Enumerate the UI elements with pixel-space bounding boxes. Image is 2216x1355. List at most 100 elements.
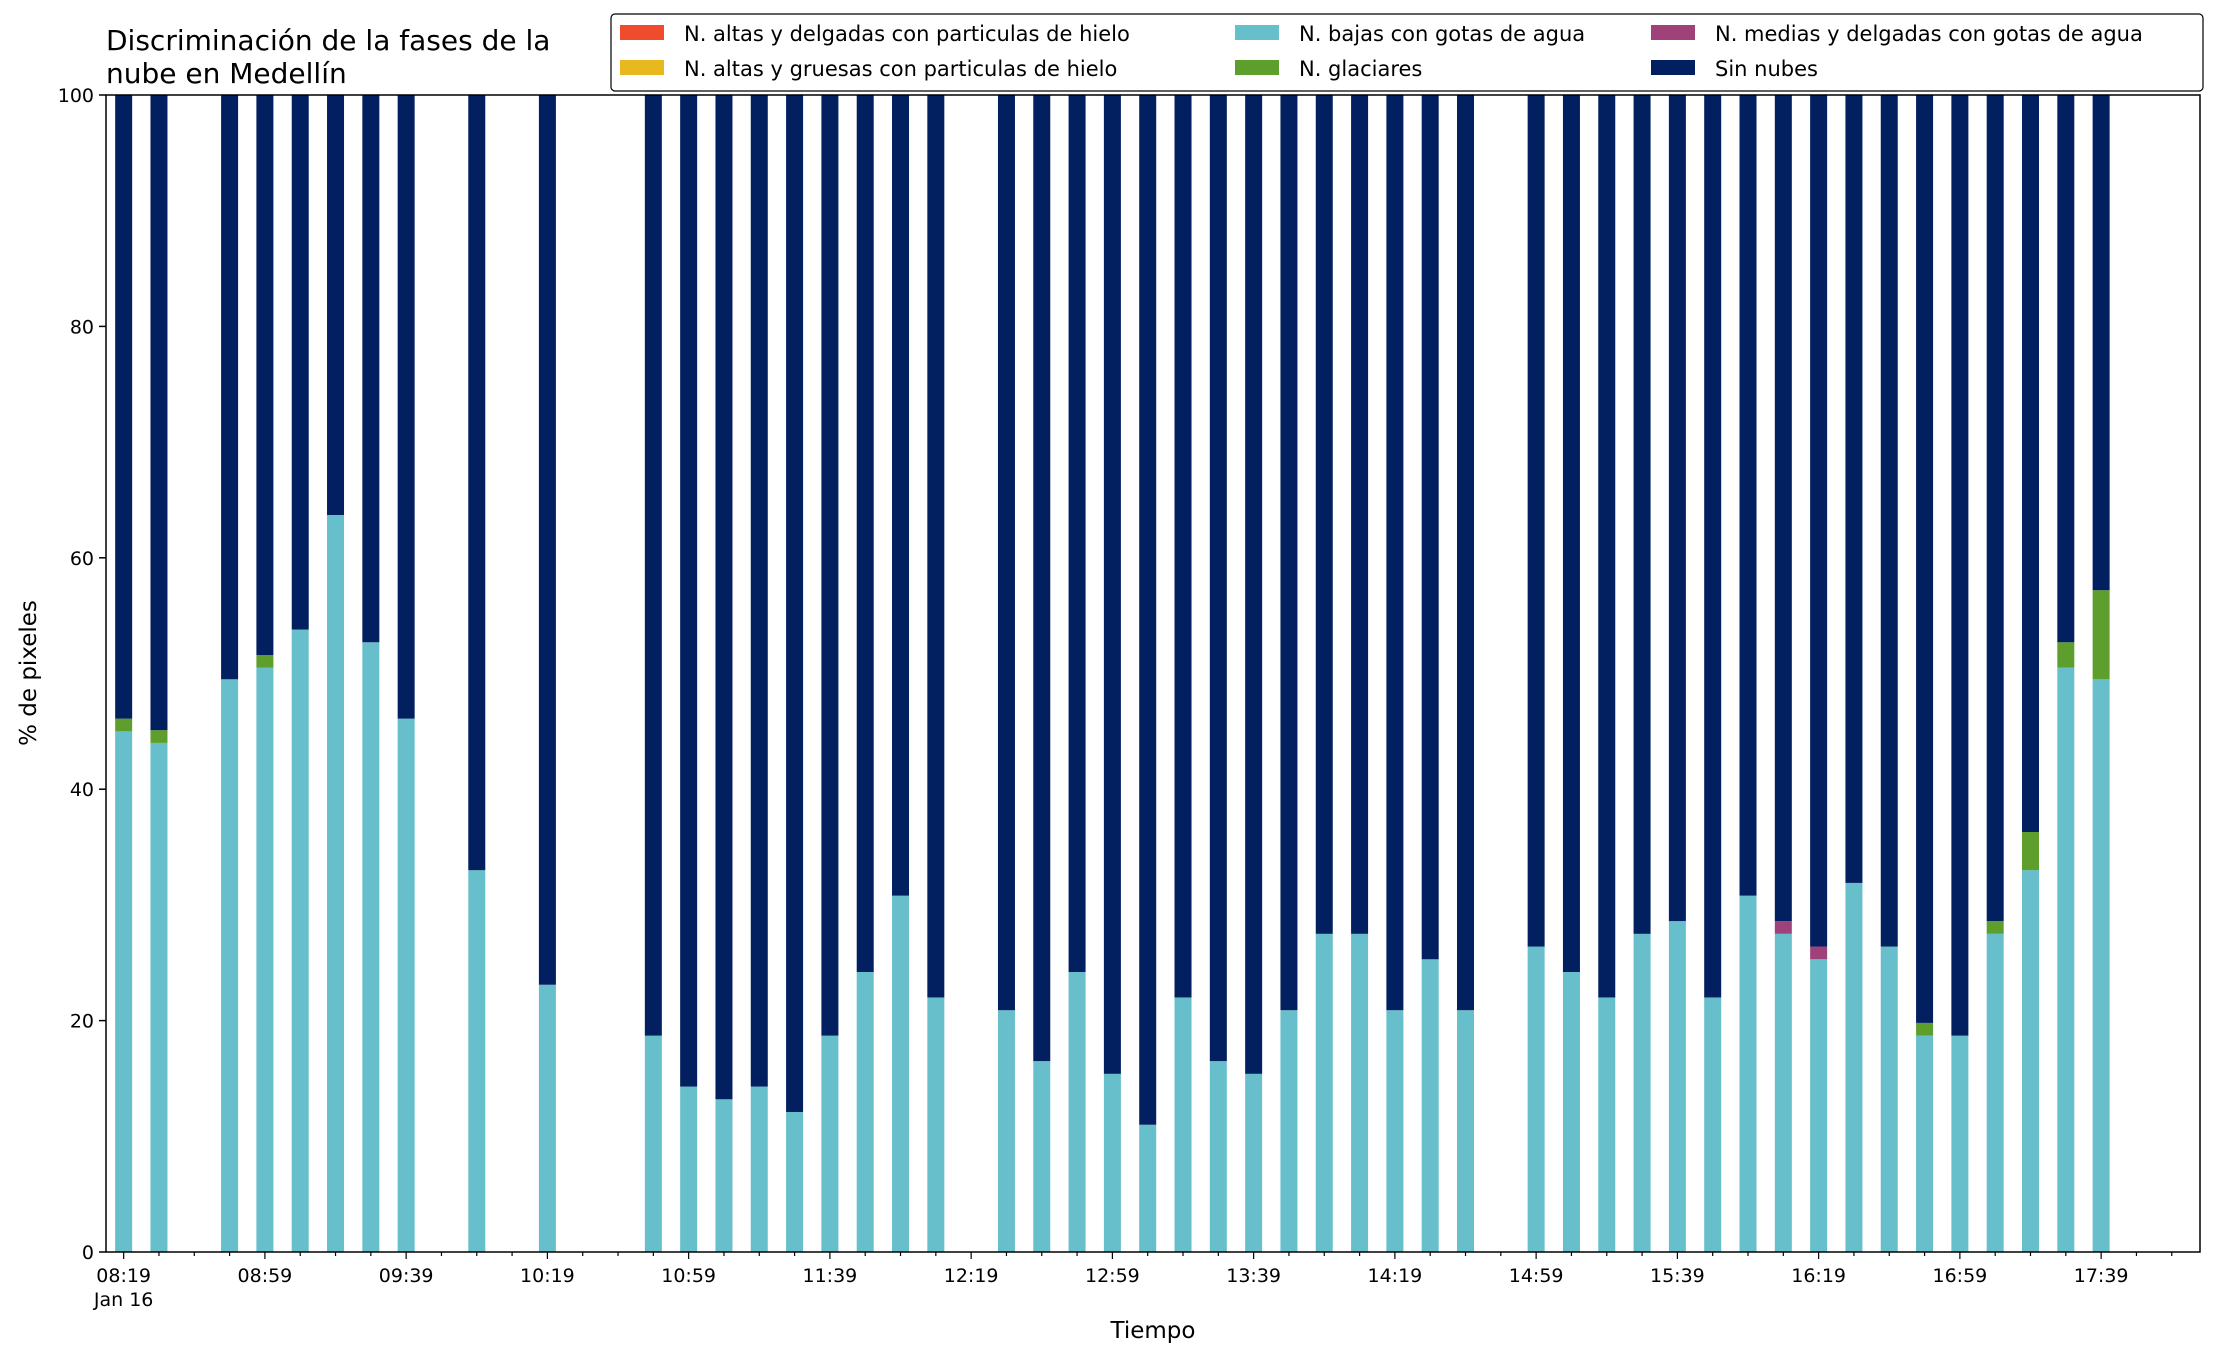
bar-segment-bajas [1315, 933, 1333, 1252]
legend-swatch [620, 60, 664, 75]
chart-title-line-2: nube en Medellín [106, 57, 347, 90]
bar-segment-sin-nubes [2022, 95, 2039, 833]
bar-segment-bajas [1103, 1073, 1121, 1252]
bar-segment-bajas [1033, 1061, 1051, 1252]
x-tick-label: 15:39 [1650, 1265, 1705, 1287]
bar-segment-glaciares [2022, 832, 2039, 871]
bar-segment-bajas [291, 629, 309, 1252]
bar-segment-sin-nubes [644, 95, 662, 1036]
x-axis-label: Tiempo [1110, 1318, 1196, 1344]
bar-segment-sin-nubes [927, 95, 945, 998]
bar-segment-sin-nubes [821, 95, 839, 1036]
x-tick-label: 13:39 [1226, 1265, 1281, 1287]
bar-segment-sin-nubes [468, 95, 486, 871]
bar-segment-sin-nubes [1951, 95, 1969, 1036]
legend-swatch [1235, 25, 1279, 40]
bar-segment-bajas [1986, 933, 2004, 1252]
bar-segment-bajas [1845, 882, 1863, 1252]
bar-segment-sin-nubes [1209, 95, 1227, 1062]
x-tick-label: 12:59 [1085, 1265, 1140, 1287]
legend-swatch [1235, 60, 1279, 75]
bar-segment-bajas [786, 1112, 804, 1252]
bar-segment-bajas [1951, 1035, 1969, 1252]
bar-segment-sin-nubes [1280, 95, 1298, 1011]
bar-segment-bajas [1562, 972, 1580, 1252]
y-axis: 0 20 40 60 80 100 [58, 85, 106, 1264]
bar-segment-bajas [1704, 997, 1722, 1252]
legend-label: Sin nubes [1715, 57, 1818, 81]
bar-segment-sin-nubes [327, 95, 345, 515]
bar-segment-glaciares [256, 654, 274, 668]
bar-segment-sin-nubes [1245, 95, 1263, 1074]
bar-segment-sin-nubes [150, 95, 168, 731]
bar-segment-sin-nubes [1916, 95, 1934, 1023]
bar-segment-bajas [997, 1010, 1015, 1252]
bar-segment-sin-nubes [1668, 95, 1686, 922]
bar-segment-glaciares [1986, 921, 2004, 934]
bar-segment-bajas [927, 997, 945, 1252]
bar-segment-bajas [1810, 959, 1828, 1252]
bar-segment-bajas [1633, 933, 1651, 1252]
bar-segment-bajas [715, 1099, 733, 1252]
bar-segment-sin-nubes [1351, 95, 1369, 934]
bar-segment-sin-nubes [1562, 95, 1580, 973]
y-tick-label: 40 [70, 779, 94, 801]
x-tick-label: 10:19 [520, 1265, 575, 1287]
bar-segment-sin-nubes [291, 95, 309, 630]
legend-label: N. medias y delgadas con gotas de agua [1715, 22, 2143, 46]
bar-segment-bajas [892, 895, 910, 1252]
bar-segment-bajas [1245, 1073, 1263, 1252]
bar-segment-sin-nubes [2092, 95, 2110, 591]
bar-segment-sin-nubes [1457, 95, 1475, 1011]
bar-segment-bajas [821, 1035, 839, 1252]
bar-segment-sin-nubes [997, 95, 1015, 1011]
x-tick-label: 08:19 [96, 1265, 151, 1287]
x-tick-label: 11:39 [803, 1265, 858, 1287]
y-tick-label: 60 [70, 548, 94, 570]
legend-label: N. glaciares [1299, 57, 1422, 81]
bar-segment-bajas [1386, 1010, 1404, 1252]
legend-swatch [1651, 60, 1695, 75]
bar-segment-sin-nubes [362, 95, 380, 643]
bar-segment-bajas [1209, 1061, 1227, 1252]
bar-segment-medias [1810, 946, 1828, 960]
bar-segment-bajas [256, 667, 274, 1252]
bar-segment-glaciares [2057, 642, 2075, 668]
legend-label: N. altas y gruesas con particulas de hie… [684, 57, 1117, 81]
bar-segment-sin-nubes [1527, 95, 1545, 947]
bar-segment-sin-nubes [1068, 95, 1086, 973]
bar-segment-glaciares [115, 718, 133, 732]
bar-segment-sin-nubes [1880, 95, 1898, 947]
bar-segment-bajas [1668, 921, 1686, 1252]
x-tick-label: 16:59 [1932, 1265, 1987, 1287]
y-tick-label: 80 [70, 316, 94, 338]
bar-segment-medias [1774, 921, 1792, 934]
x-tick-label: 16:19 [1791, 1265, 1846, 1287]
x-tick-label: 10:59 [661, 1265, 716, 1287]
bar-segment-bajas [856, 972, 874, 1252]
legend-swatch [620, 25, 664, 40]
bar-segment-glaciares [1916, 1022, 1934, 1036]
bar-segment-sin-nubes [221, 95, 239, 680]
bar-segment-bajas [327, 514, 345, 1252]
bar-segment-bajas [1351, 933, 1369, 1252]
bar-segment-sin-nubes [715, 95, 733, 1100]
bar-segment-sin-nubes [1315, 95, 1333, 934]
bar-segment-bajas [1880, 946, 1898, 1252]
x-tick-label: 17:39 [2074, 1265, 2129, 1287]
legend: N. altas y delgadas con particulas de hi… [610, 13, 2204, 92]
bar-segment-sin-nubes [115, 95, 133, 719]
chart-title-line-1: Discriminación de la fases de la [106, 24, 550, 57]
bar-segment-sin-nubes [1633, 95, 1651, 934]
x-tick-label: 08:59 [238, 1265, 293, 1287]
bar-segment-bajas [2057, 667, 2075, 1252]
x-tick-label: 12:19 [944, 1265, 999, 1287]
bar-segment-sin-nubes [1810, 95, 1828, 947]
bar-segment-sin-nubes [2057, 95, 2075, 643]
x-tick-label: 09:39 [379, 1265, 434, 1287]
bar-segment-bajas [1280, 1010, 1298, 1252]
bar-segment-sin-nubes [1739, 95, 1757, 896]
bar-segment-bajas [1139, 1124, 1157, 1252]
